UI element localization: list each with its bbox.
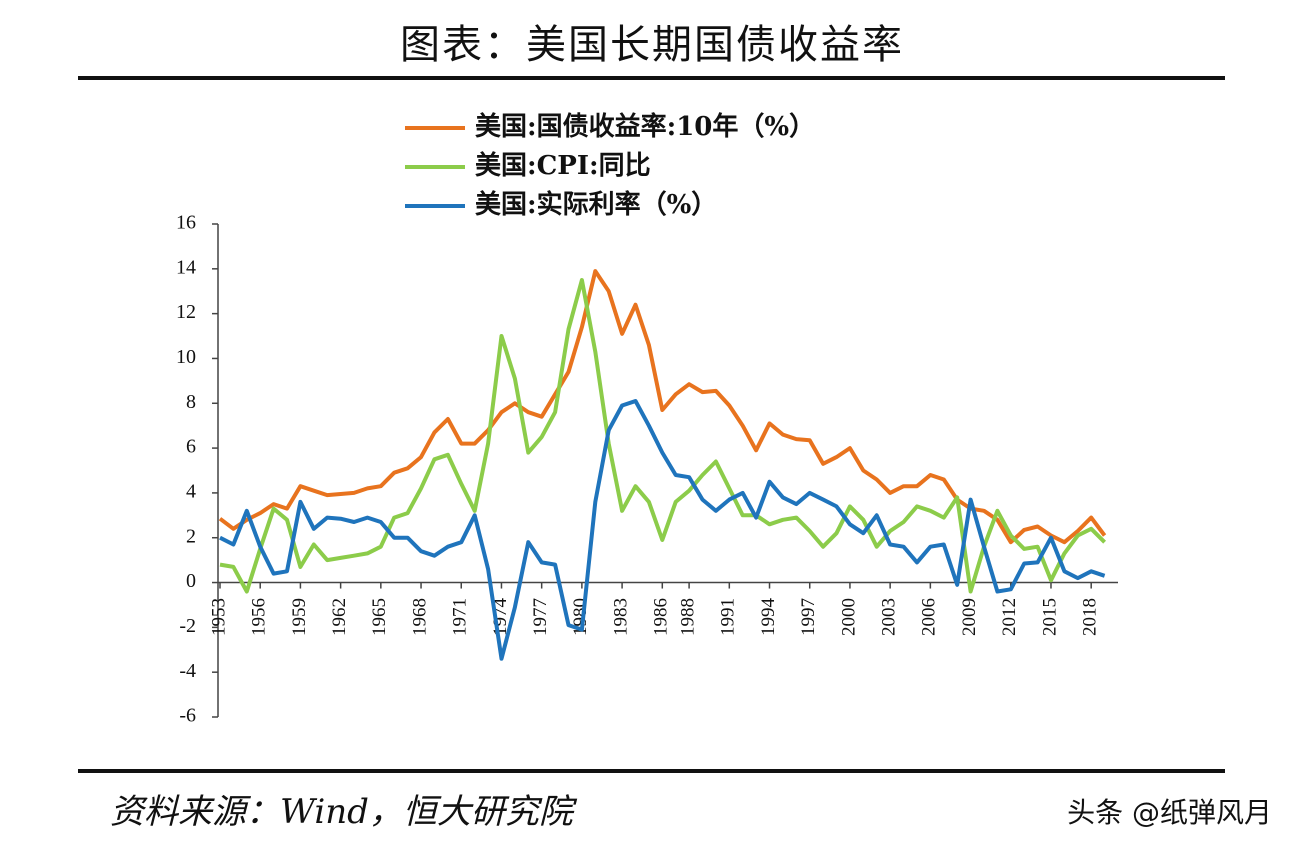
- x-tick-label: 1962: [329, 598, 350, 636]
- x-tick-label: 1997: [798, 598, 819, 636]
- y-tick-label: 2: [186, 525, 196, 547]
- x-tick-label: 1988: [677, 598, 698, 636]
- x-tick-label: 2003: [879, 598, 900, 636]
- x-tick-label: 1983: [610, 598, 631, 636]
- x-tick-label: 2012: [999, 598, 1020, 636]
- x-tick-label: 2018: [1080, 598, 1101, 636]
- y-tick-label: 8: [186, 391, 196, 413]
- x-tick-label: 2000: [838, 598, 859, 636]
- x-tick-label: 1953: [208, 598, 229, 636]
- y-tick-label: -2: [179, 615, 196, 637]
- y-tick-label: -6: [179, 705, 196, 727]
- x-tick-label: 1959: [289, 598, 310, 636]
- x-tick-label: 2015: [1039, 598, 1060, 636]
- x-tick-label: 2006: [919, 598, 940, 636]
- y-tick-label: -4: [179, 660, 196, 682]
- x-tick-label: 1986: [651, 598, 672, 636]
- x-tick-label: 1994: [758, 598, 779, 637]
- x-tick-label: 1971: [450, 598, 471, 636]
- chart-title: 图表：美国长期国债收益率: [400, 22, 904, 68]
- legend-label: 美国:CPI:同比: [475, 150, 651, 181]
- y-tick-label: 14: [176, 256, 196, 278]
- y-tick-label: 6: [186, 436, 196, 458]
- legend-label: 美国:实际利率（%）: [475, 189, 717, 220]
- x-tick-label: 2009: [959, 598, 980, 636]
- x-tick-label: 1956: [249, 598, 270, 636]
- y-tick-label: 12: [176, 301, 196, 323]
- y-tick-label: 16: [176, 212, 196, 234]
- y-tick-label: 10: [176, 346, 196, 368]
- legend-label: 美国:国债收益率:10年（%）: [475, 111, 815, 142]
- x-tick-label: 1968: [409, 598, 430, 636]
- watermark: 头条 @纸弹风月: [1067, 796, 1272, 829]
- series-line: [219, 278, 1107, 594]
- source-note: 资料来源：Wind，恒大研究院: [110, 792, 578, 832]
- x-tick-label: 1965: [369, 598, 390, 636]
- x-tick-label: 1977: [530, 598, 551, 636]
- y-tick-label: 4: [186, 481, 196, 503]
- x-tick-label: 1991: [718, 598, 739, 636]
- series-line: [219, 399, 1106, 661]
- y-tick-label: 0: [186, 570, 196, 592]
